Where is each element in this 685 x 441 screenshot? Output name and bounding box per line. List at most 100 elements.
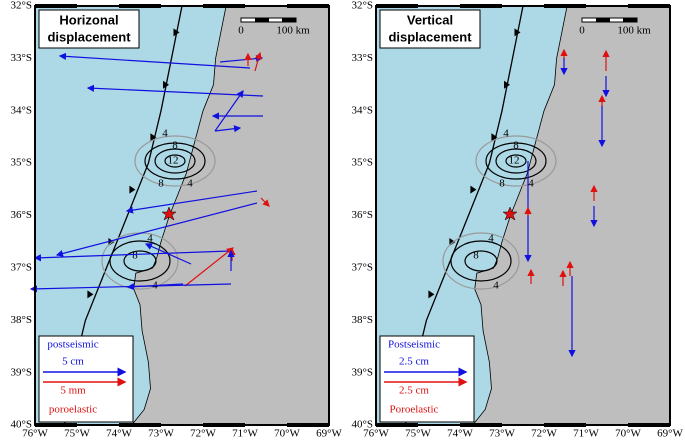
trench-tooth	[491, 133, 498, 142]
trench-tooth	[470, 185, 477, 194]
lat-label: 38°S	[10, 314, 32, 326]
legend-label: poroelastic	[49, 404, 97, 416]
lat-label: 40°S	[10, 419, 32, 431]
lon-label: 75°W	[405, 428, 431, 440]
legend-label: 2.5 cm	[399, 356, 429, 368]
trench-tooth	[514, 28, 521, 37]
lon-label: 72°W	[531, 428, 557, 440]
lat-label: 35°S	[351, 157, 373, 169]
title-box	[38, 9, 140, 49]
contour	[154, 148, 196, 174]
lon-label: 74°W	[106, 428, 132, 440]
displacement-arrow	[144, 243, 192, 265]
panel-title: Vertical	[407, 12, 453, 27]
displacement-arrow	[33, 250, 231, 262]
map-panel: 481284484Horizonaldisplacement0100 kmpos…	[29, 4, 330, 427]
lat-label: 32°S	[10, 0, 32, 12]
frame-tick	[119, 423, 161, 427]
scale-label: 0	[579, 25, 585, 37]
contour-label: 4	[493, 280, 499, 292]
scale-label: 100 km	[276, 25, 310, 37]
lon-label: 71°W	[573, 428, 599, 440]
trench-tooth	[173, 28, 180, 37]
contour	[464, 250, 498, 272]
trench-tooth	[428, 290, 435, 299]
lat-label: 33°S	[351, 52, 373, 64]
displacement-arrow	[184, 247, 234, 287]
frame-tick	[628, 4, 670, 8]
frame-tick	[460, 423, 502, 427]
contour-label: 4	[528, 178, 534, 190]
legend-label: 5 cm	[62, 356, 84, 368]
lat-label: 39°S	[10, 366, 32, 378]
displacement-arrow	[55, 202, 258, 257]
contour-label: 8	[172, 140, 178, 152]
land	[130, 5, 330, 426]
trench-tooth	[163, 80, 169, 89]
lat-label: 39°S	[351, 366, 373, 378]
lat-label: 32°S	[351, 0, 373, 12]
scale-bar-fill	[623, 18, 637, 22]
lon-label: 71°W	[232, 428, 258, 440]
displacement-arrow	[254, 51, 262, 72]
lon-label: 76°W	[363, 428, 389, 440]
frame-tick	[376, 4, 418, 8]
lon-label: 76°W	[22, 428, 48, 440]
contour	[134, 135, 216, 187]
legend-label: 2.5 cm	[399, 385, 429, 397]
contour-label: 8	[513, 140, 519, 152]
lon-label: 75°W	[64, 428, 90, 440]
contour	[450, 240, 512, 282]
lat-label: 37°S	[10, 262, 32, 274]
legend-label: postseismic	[47, 339, 98, 351]
contour	[144, 142, 206, 180]
trench-tooth	[504, 80, 510, 89]
displacement-arrow	[260, 197, 270, 207]
lon-label: 70°W	[274, 428, 300, 440]
lat-label: 34°S	[10, 104, 32, 116]
frame-tick	[287, 4, 329, 8]
legend-box	[38, 335, 134, 423]
legend-label: Poroelastic	[390, 404, 439, 416]
panel-title: Horizonal	[59, 12, 118, 27]
map-frame	[34, 5, 330, 426]
legend-label: Postseismic	[388, 339, 440, 351]
frame-tick	[628, 423, 670, 427]
displacement-arrow	[125, 190, 258, 214]
contour-label: 8	[473, 250, 479, 262]
trench-tooth	[129, 185, 136, 194]
frame-tick	[35, 4, 77, 8]
lon-label: 70°W	[615, 428, 641, 440]
frame-tick	[203, 4, 245, 8]
displacement-arrow	[86, 84, 264, 97]
scale-bar-fill	[255, 18, 269, 22]
lon-label: 74°W	[447, 428, 473, 440]
legend-box	[379, 335, 475, 423]
displacement-arrow	[214, 125, 242, 133]
trench-tooth	[87, 290, 94, 299]
contour-label: 4	[187, 178, 193, 190]
contour	[505, 154, 527, 168]
displacement-arrow	[214, 90, 244, 132]
panel-title: displacement	[47, 29, 131, 44]
contour-label: 4	[488, 233, 494, 245]
displacement-arrow	[58, 52, 251, 69]
contour	[442, 232, 520, 290]
contour	[495, 148, 537, 174]
lat-label: 36°S	[351, 209, 373, 221]
scale-label: 100 km	[617, 25, 651, 37]
title-box	[379, 9, 481, 49]
lat-label: 34°S	[351, 104, 373, 116]
contour	[475, 135, 557, 187]
contour-label: 4	[503, 128, 509, 140]
scale-bar-fill	[596, 18, 610, 22]
lon-label: 69°W	[316, 428, 342, 440]
lon-label: 73°W	[148, 428, 174, 440]
lat-label: 36°S	[10, 209, 32, 221]
lat-label: 35°S	[10, 157, 32, 169]
lon-label: 73°W	[489, 428, 515, 440]
contour-label: 8	[158, 178, 164, 190]
frame-tick	[460, 4, 502, 8]
contour	[109, 240, 171, 282]
